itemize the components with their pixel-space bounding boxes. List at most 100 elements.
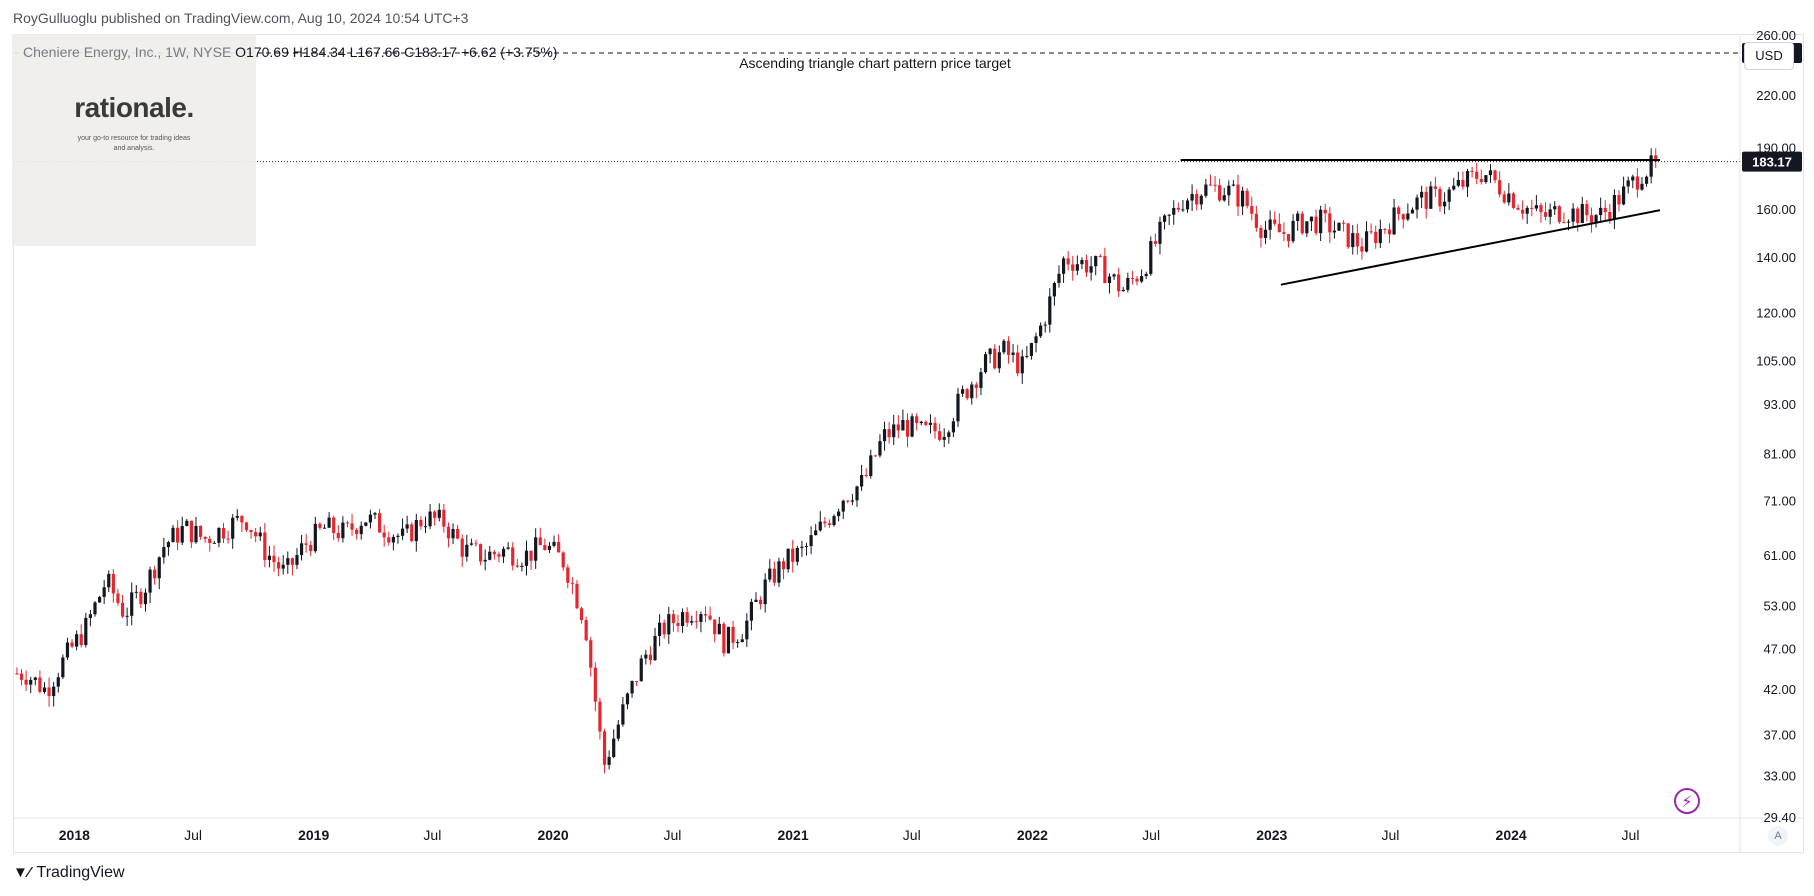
candle-body [501,548,506,557]
currency-button[interactable]: USD [1744,42,1794,70]
candle-body [1649,155,1653,177]
candle-body [226,538,230,540]
candle-body [162,547,166,558]
candle-body [1236,184,1240,207]
candle-body [267,555,272,560]
candle-body [846,500,850,502]
candle-body [919,421,923,424]
legend-low: L167.66 [349,44,401,60]
candle-body [1296,213,1300,221]
candle-body [905,419,910,437]
candle-body [602,731,607,765]
candle-body [575,583,579,609]
candle-body [157,557,161,579]
candle-body [1240,190,1245,207]
candle-body [198,525,203,537]
candle-body [249,530,253,533]
candle-body [322,527,327,529]
candle-body [1309,216,1314,222]
candle-body [1286,233,1291,242]
candle-body [1277,223,1281,233]
candle-body [1364,231,1369,252]
candle-body [1057,273,1061,283]
candle-body [878,441,882,456]
symbol-name[interactable]: Cheniere Energy, Inc., 1W, NYSE [23,44,232,60]
price-tick-label: 33.00 [1763,769,1796,784]
candle-body [708,615,712,620]
support-line [1280,209,1661,286]
candle-body [166,542,171,548]
candle-body [1470,170,1474,172]
candle-body [56,677,60,687]
candle-body [818,521,822,531]
candle-body [42,687,47,692]
candle-body [327,517,331,528]
candle-body [924,421,928,425]
candle-body [667,614,671,635]
axes: 260.00220.00190.00160.00140.00120.00105.… [14,28,1804,852]
candle-body [749,601,754,621]
tradingview-logo-icon: ▼⁄ [13,864,31,881]
price-tick-label: 61.00 [1763,548,1796,563]
candle-body [850,500,855,502]
candle-body [1621,186,1626,205]
last-price-label-bg [1742,151,1802,172]
candle-body [1052,282,1056,297]
candle-body [593,667,597,702]
target-label: Ascending triangle chart pattern price t… [739,55,1011,71]
candle-body [1190,193,1194,201]
candle-body [859,474,864,487]
candle-body [217,527,221,543]
candle-body [758,599,763,605]
candle-body [465,544,469,557]
candle-body [524,550,529,566]
candle-body [827,523,832,525]
candle-body [1534,205,1538,209]
candle-body [244,522,249,531]
candle-body [400,528,405,536]
candle-body [1162,215,1167,222]
candle-body [111,573,115,594]
candle-body [1640,183,1644,190]
candle-body [680,612,685,627]
time-tick-label: Jul [184,827,202,843]
candle-body [1332,230,1337,233]
candle-body [469,543,474,545]
price-tick-label: 120.00 [1756,305,1796,320]
candle-body [1195,193,1199,205]
candle-body [1016,352,1020,374]
candle-body [1245,190,1249,207]
candle-body [579,608,584,621]
candle-body [1456,179,1460,186]
candle-body [823,521,827,524]
candle-body [355,529,359,535]
candle-body [1516,207,1520,210]
candle-body [1066,258,1070,265]
candle-body [1282,232,1286,234]
candle-body [1002,340,1006,353]
auto-scale-button[interactable]: A [1768,826,1788,846]
candle-body [1566,221,1571,223]
candle-body [208,538,212,543]
candle-body [658,622,662,636]
candle-body [1126,277,1130,290]
candle-body [703,614,708,616]
candle-body [1268,219,1272,230]
candle-body [1273,219,1277,224]
candle-body [520,565,524,567]
candle-body [1553,206,1557,210]
candle-body [1153,241,1157,244]
candle-body [1397,207,1401,215]
candle-body [1429,186,1433,209]
candle-body [1626,180,1630,187]
candle-body [1140,276,1144,282]
candle-body [1539,205,1543,213]
candle-body [254,532,258,537]
lightning-icon[interactable]: ⚡ [1674,788,1700,814]
candle-body [745,620,749,640]
candle-body [125,615,129,617]
footer-brand[interactable]: ▼⁄ TradingView [13,864,125,882]
candle-body [1323,209,1327,214]
publisher-line: RoyGulluoglu published on TradingView.co… [13,10,469,26]
